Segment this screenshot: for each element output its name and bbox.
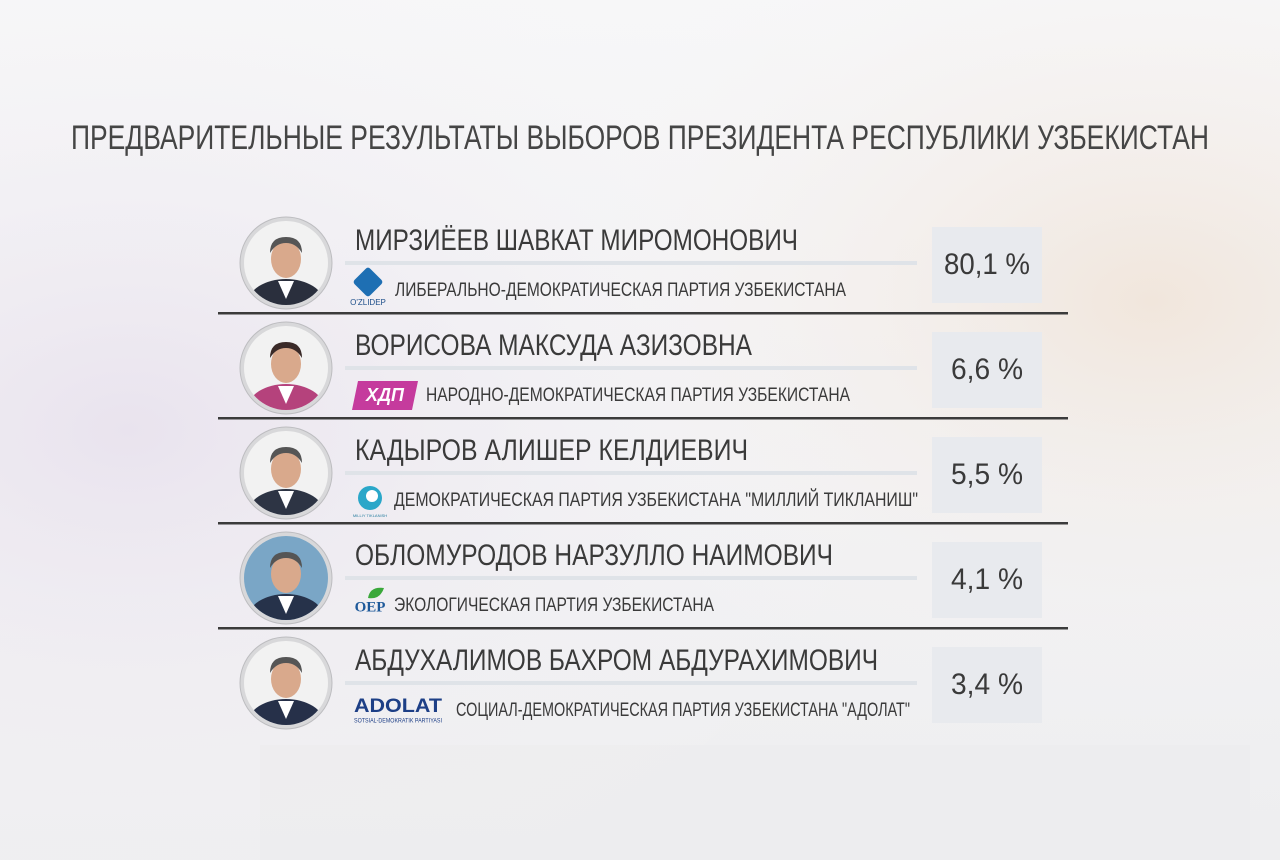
- photo-image: [244, 536, 328, 620]
- candidate-photo: [239, 426, 333, 520]
- result-value: 80,1 %: [944, 248, 1030, 281]
- candidate-name: МИРЗИЁЕВ ШАВКАТ МИРОМОНОВИЧ: [355, 224, 798, 257]
- photo-body: [248, 699, 324, 725]
- result-box: [932, 227, 1042, 303]
- logo-text: ХДП: [365, 385, 405, 405]
- row-separator: [218, 417, 1068, 420]
- photo-body: [248, 489, 324, 515]
- result-box: [932, 332, 1042, 408]
- name-underline: [345, 471, 917, 475]
- photo-face: [271, 450, 301, 488]
- result-value: 3,4 %: [951, 668, 1023, 701]
- photo-hair: [270, 552, 302, 568]
- title: ПРЕДВАРИТЕЛЬНЫЕ РЕЗУЛЬТАТЫ ВЫБОРОВ ПРЕЗИ…: [71, 119, 1209, 157]
- party-logo: ADOLAT SOTSIAL-DEMOKRATIK PARTIYASI: [354, 696, 442, 725]
- party-name: ДЕМОКРАТИЧЕСКАЯ ПАРТИЯ УЗБЕКИСТАНА "МИЛЛ…: [394, 489, 918, 511]
- party-logo: ХДП: [352, 381, 418, 410]
- logo-subtext: SOTSIAL-DEMOKRATIK PARTIYASI: [354, 719, 442, 725]
- party-name: ЭКОЛОГИЧЕСКАЯ ПАРТИЯ УЗБЕКИСТАНА: [394, 595, 714, 616]
- photo-image: [244, 221, 328, 305]
- logo-icon: [353, 267, 383, 297]
- party-name: НАРОДНО-ДЕМОКРАТИЧЕСКАЯ ПАРТИЯ УЗБЕКИСТА…: [426, 385, 850, 406]
- photo-collar: [278, 701, 294, 719]
- candidate-name: ВОРИСОВА МАКСУДА АЗИЗОВНА: [355, 329, 752, 362]
- background-shape: [260, 745, 1250, 860]
- name-underline: [345, 576, 917, 580]
- photo-body: [248, 594, 324, 620]
- logo-icon: [352, 381, 418, 410]
- candidate-row: МИРЗИЁЕВ ШАВКАТ МИРОМОНОВИЧ O'ZLIDEP ЛИБЕР…: [218, 216, 1068, 315]
- party-logo: O'ZLIDEP: [350, 267, 386, 307]
- candidate-row: ОБЛОМУРОДОВ НАРЗУЛЛО НАИМОВИЧ OEP ЭКОЛОГИЧ…: [218, 531, 1068, 630]
- logo-text: O'ZLIDEP: [350, 298, 386, 307]
- photo-hair: [270, 657, 302, 673]
- candidate-photo: [239, 531, 333, 625]
- candidate-row: ВОРИСОВА МАКСУДА АЗИЗОВНА ХДП НАРОДНО-ДЕМО…: [218, 321, 1068, 420]
- candidate-photo: [239, 636, 333, 730]
- photo-collar: [278, 491, 294, 509]
- name-underline: [345, 366, 917, 370]
- result-value: 4,1 %: [951, 563, 1023, 596]
- photo-face: [271, 660, 301, 698]
- result-value: 5,5 %: [951, 458, 1023, 491]
- result-box: [932, 542, 1042, 618]
- photo-body: [248, 279, 324, 305]
- row-separator: [218, 312, 1068, 315]
- party-name: СОЦИАЛ-ДЕМОКРАТИЧЕСКАЯ ПАРТИЯ УЗБЕКИСТАН…: [456, 700, 910, 721]
- photo-image: [244, 641, 328, 725]
- party-logo: MILLIY TIKLANISH: [353, 486, 387, 518]
- photo-body: [248, 384, 324, 410]
- candidate-list: МИРЗИЁЕВ ШАВКАТ МИРОМОНОВИЧ O'ZLIDEP ЛИБЕР…: [218, 216, 1068, 730]
- row-separator: [218, 522, 1068, 525]
- candidate-row: КАДЫРОВ АЛИШЕР КЕЛДИЕВИЧ MILLIY TIKLANISH…: [218, 426, 1068, 525]
- photo-face: [271, 345, 301, 383]
- result-box: [932, 437, 1042, 513]
- photo-hair: [270, 237, 302, 253]
- logo-leaf: [368, 587, 384, 599]
- result-box: [932, 647, 1042, 723]
- photo-collar: [278, 596, 294, 614]
- candidate-photo: [239, 216, 333, 310]
- logo-text: ADOLAT: [354, 696, 442, 717]
- logo-text: MILLIY TIKLANISH: [353, 513, 387, 518]
- party-name: ЛИБЕРАЛЬНО-ДЕМОКРАТИЧЕСКАЯ ПАРТИЯ УЗБЕКИ…: [395, 280, 846, 301]
- party-logo: OEP: [355, 587, 386, 615]
- photo-face: [271, 555, 301, 593]
- photo-hair: [270, 342, 302, 358]
- photo-image: [244, 431, 328, 515]
- name-underline: [345, 261, 917, 265]
- candidate-name: КАДЫРОВ АЛИШЕР КЕЛДИЕВИЧ: [355, 434, 748, 467]
- result-value: 6,6 %: [951, 353, 1023, 386]
- photo-collar: [278, 386, 294, 404]
- logo-text: OEP: [355, 599, 386, 615]
- row-separator: [218, 627, 1068, 630]
- candidate-name: ОБЛОМУРОДОВ НАРЗУЛЛО НАИМОВИЧ: [355, 539, 833, 572]
- candidate-name: АБДУХАЛИМОВ БАХРОМ АБДУРАХИМОВИЧ: [355, 644, 878, 677]
- candidate-photo: [239, 321, 333, 415]
- photo-face: [271, 240, 301, 278]
- candidate-row: АБДУХАЛИМОВ БАХРОМ АБДУРАХИМОВИЧ ADOLAT SO…: [239, 636, 1042, 730]
- photo-collar: [278, 281, 294, 299]
- photo-image: [244, 326, 328, 410]
- photo-hair: [270, 447, 302, 463]
- name-underline: [345, 681, 917, 685]
- logo-icon-inner: [366, 490, 378, 502]
